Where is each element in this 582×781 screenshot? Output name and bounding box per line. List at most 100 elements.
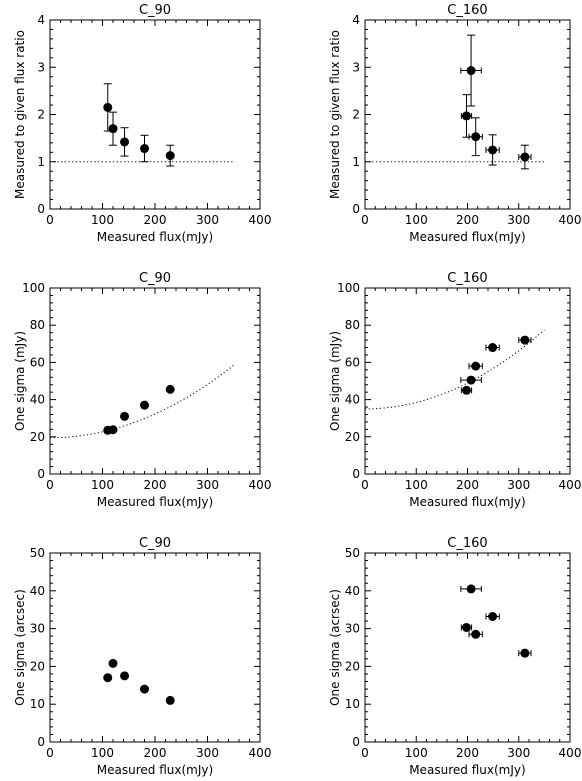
y-tick-label: 0: [37, 202, 45, 216]
data-point: [165, 384, 175, 394]
y-tick-label: 100: [22, 281, 45, 295]
x-tick-label: 0: [46, 478, 54, 492]
data-marker: [108, 124, 118, 134]
data-point: [460, 375, 482, 385]
chart-title: C_160: [447, 271, 487, 286]
data-point: [103, 673, 113, 683]
x-tick-label: 100: [91, 746, 114, 760]
data-marker: [471, 629, 481, 639]
data-marker: [520, 152, 530, 162]
data-point: [485, 343, 500, 353]
chart-title: C_160: [447, 3, 487, 18]
y-axis-label: One sigma (arcsec): [13, 589, 27, 706]
data-point: [165, 144, 175, 167]
x-tick-label: 0: [46, 746, 54, 760]
y-tick-label: 2: [352, 108, 360, 122]
x-axis-label: Measured flux(mJy): [409, 763, 525, 777]
plot-frame: [49, 552, 261, 743]
data-marker: [520, 335, 530, 345]
data-point: [165, 695, 175, 705]
x-tick-label: 400: [249, 478, 272, 492]
y-tick-label: 50: [30, 546, 45, 560]
data-marker: [108, 425, 118, 435]
y-tick-label: 4: [352, 13, 360, 27]
x-tick-label: 300: [507, 213, 530, 227]
y-tick-label: 20: [345, 659, 360, 673]
x-tick-label: 200: [144, 746, 167, 760]
data-point: [485, 134, 500, 166]
data-marker: [120, 671, 130, 681]
y-tick-label: 50: [345, 546, 360, 560]
data-point: [140, 684, 149, 694]
reference-curve: [49, 364, 235, 439]
plot-frame: [364, 552, 571, 743]
x-tick-label: 200: [456, 478, 479, 492]
x-tick-label: 0: [361, 213, 369, 227]
x-tick-label: 200: [456, 213, 479, 227]
data-marker: [488, 612, 498, 622]
y-tick-label: 2: [37, 108, 45, 122]
x-tick-label: 400: [559, 478, 582, 492]
x-tick-label: 400: [559, 746, 582, 760]
y-tick-label: 60: [345, 355, 360, 369]
y-tick-label: 3: [352, 60, 360, 74]
y-tick-label: 1: [37, 155, 45, 169]
x-tick-label: 100: [405, 478, 428, 492]
y-tick-label: 80: [345, 318, 360, 332]
data-marker: [466, 66, 476, 76]
y-tick-label: 60: [30, 355, 45, 369]
x-axis-label: Measured flux(mJy): [97, 230, 213, 244]
chart-title: C_90: [139, 536, 171, 551]
subplot-5: 0 100 200 300 400 0 10 20 30 40 50 C_90 Measured flu…: [13, 536, 271, 777]
data-point: [485, 612, 500, 622]
subplot-4: 0 100 200 300 400 0 20 40 60 80 100 C_160 Measured f…: [328, 271, 581, 509]
data-marker: [140, 144, 149, 154]
data-marker: [165, 384, 175, 394]
x-tick-label: 300: [507, 746, 530, 760]
subplot-3: 0 100 200 300 400 0 20 40 60 80 100 C_90 Measured fl…: [13, 271, 271, 509]
y-tick-label: 0: [37, 735, 45, 749]
x-tick-label: 400: [559, 213, 582, 227]
y-tick-label: 30: [30, 622, 45, 636]
data-point: [120, 411, 130, 421]
data-point: [460, 385, 473, 395]
y-tick-label: 0: [352, 467, 360, 481]
x-tick-label: 0: [46, 213, 54, 227]
data-point: [518, 335, 532, 345]
plot-frame: [49, 19, 261, 210]
y-tick-label: 0: [37, 467, 45, 481]
y-axis-label: One sigma (mJy): [328, 331, 342, 431]
data-point: [140, 134, 149, 163]
y-tick-label: 20: [30, 430, 45, 444]
x-tick-label: 100: [91, 213, 114, 227]
x-axis-label: Measured flux(mJy): [409, 495, 525, 509]
data-point: [120, 127, 130, 157]
x-tick-label: 200: [144, 478, 167, 492]
chart-title: C_160: [447, 536, 487, 551]
data-point: [518, 144, 532, 170]
y-tick-label: 3: [37, 60, 45, 74]
y-tick-label: 40: [345, 584, 360, 598]
plot-frame: [49, 287, 261, 475]
x-tick-label: 200: [144, 213, 167, 227]
data-point: [518, 648, 532, 658]
y-tick-label: 4: [37, 13, 45, 27]
data-point: [108, 111, 118, 146]
x-tick-label: 300: [507, 478, 530, 492]
data-point: [460, 34, 482, 107]
data-marker: [165, 151, 175, 161]
y-tick-label: 30: [345, 622, 360, 636]
subplot-2: 0 100 200 300 400 0 1 2 3 4 C_160 Measured flux(mJy…: [328, 3, 581, 244]
x-axis-label: Measured flux(mJy): [409, 230, 525, 244]
data-point: [460, 622, 473, 632]
data-marker: [466, 375, 476, 385]
y-tick-label: 0: [352, 202, 360, 216]
y-tick-label: 20: [345, 430, 360, 444]
data-point: [468, 629, 483, 639]
data-marker: [165, 695, 175, 705]
x-tick-label: 200: [456, 746, 479, 760]
data-point: [140, 400, 149, 410]
x-tick-label: 100: [405, 213, 428, 227]
x-tick-label: 100: [91, 478, 114, 492]
